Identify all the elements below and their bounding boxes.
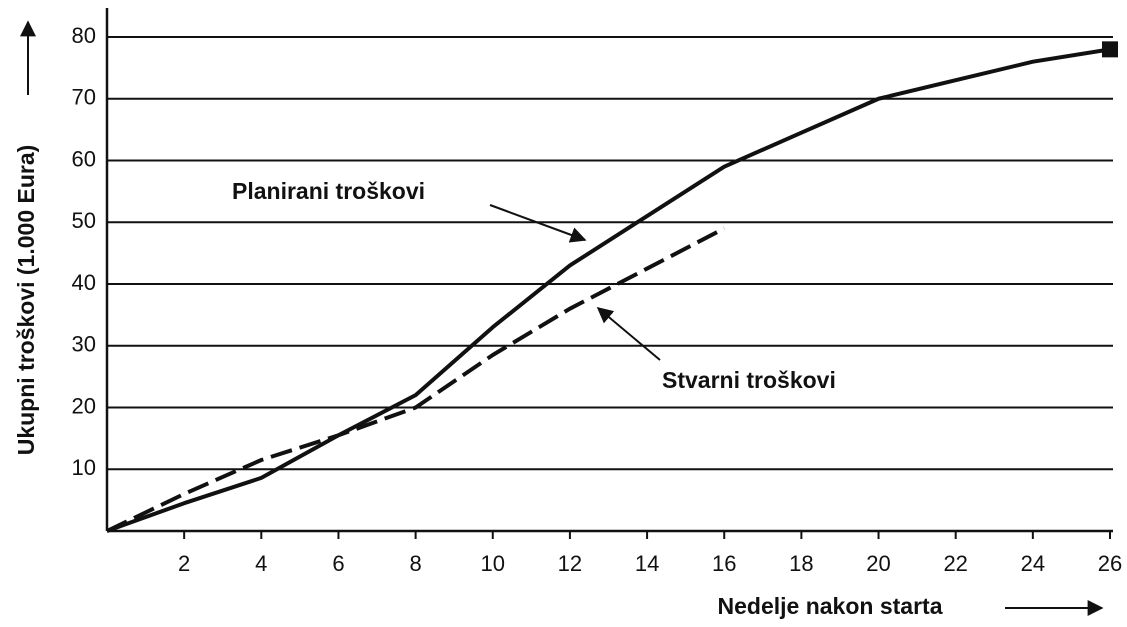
x-tick-label: 16	[712, 551, 736, 576]
x-tick-label: 2	[178, 551, 190, 576]
x-tick-label: 4	[255, 551, 267, 576]
x-tick-label: 26	[1098, 551, 1122, 576]
y-tick-label: 40	[72, 270, 96, 295]
annotation-arrow	[596, 306, 661, 361]
x-tick-label: 10	[481, 551, 505, 576]
x-tick-label: 18	[789, 551, 813, 576]
x-tick-label: 20	[866, 551, 890, 576]
y-axis-label: Ukupni troškovi (1.000 Eura)	[13, 145, 39, 456]
y-tick-label: 20	[72, 393, 96, 418]
annotation-planned: Planirani troškovi	[232, 178, 425, 204]
x-tick-label: 6	[332, 551, 344, 576]
y-tick-label: 50	[72, 208, 96, 233]
x-tick-label: 24	[1021, 551, 1045, 576]
series-line	[106, 226, 726, 533]
x-axis-label: Nedelje nakon starta	[718, 593, 943, 619]
series-line	[106, 47, 1111, 533]
y-tick-label: 80	[72, 23, 96, 48]
end-marker	[1102, 41, 1118, 58]
x-tick-label: 14	[635, 551, 659, 576]
annotation-arrow	[489, 204, 587, 243]
y-tick-label: 30	[72, 332, 96, 357]
x-tick-label: 12	[558, 551, 582, 576]
y-tick-label: 10	[72, 455, 96, 480]
y-tick-label: 70	[72, 85, 96, 110]
x-tick-label: 8	[409, 551, 421, 576]
annotation-actual: Stvarni troškovi	[662, 367, 836, 393]
y-tick-label: 60	[72, 146, 96, 171]
x-tick-label: 22	[943, 551, 967, 576]
